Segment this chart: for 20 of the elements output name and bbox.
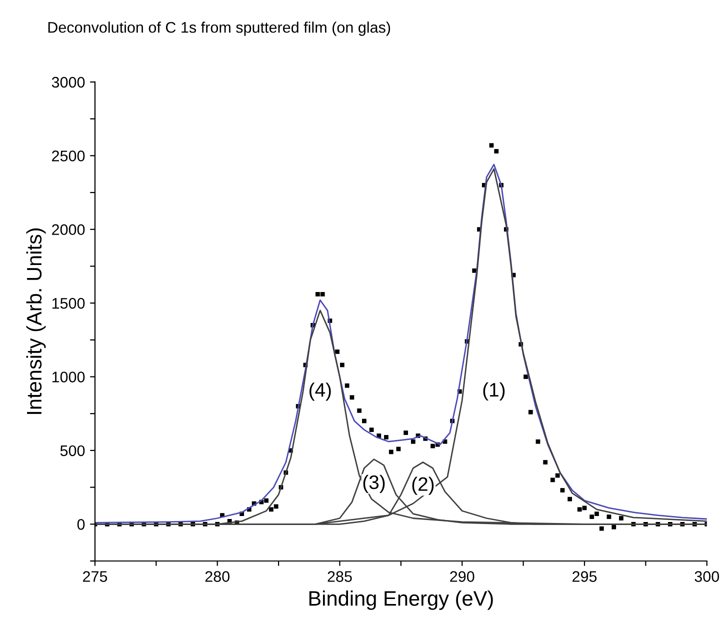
x-tick-label: 290 (450, 571, 474, 582)
annotation: (1) (483, 382, 505, 401)
x-tick-label: 300 (694, 571, 720, 582)
x-tick-label: 280 (205, 571, 230, 582)
x-tick-label: 285 (328, 571, 352, 582)
y-tick-label: 2500 (52, 150, 85, 162)
y-tick-label: 1000 (52, 372, 85, 382)
x-tick-label: 295 (572, 571, 597, 582)
y-tick-label: 0 (77, 519, 85, 530)
annotation: (3) (363, 474, 385, 493)
y-tick-label: 500 (60, 445, 85, 456)
y-tick-label: 3000 (52, 76, 85, 88)
x-tick-label: 275 (83, 571, 108, 582)
annotation: (2) (412, 476, 434, 495)
y-axis-title: Intensity (Arb. Units) (26, 228, 46, 414)
y-tick-label: 2000 (52, 224, 85, 236)
annotation: (4) (309, 382, 331, 401)
y-tick-label: 1500 (52, 298, 85, 309)
chart-title: Deconvolution of C 1s from sputtered film (on glas) (48, 22, 390, 36)
x-axis-title: Binding Energy (eV) (309, 590, 493, 610)
